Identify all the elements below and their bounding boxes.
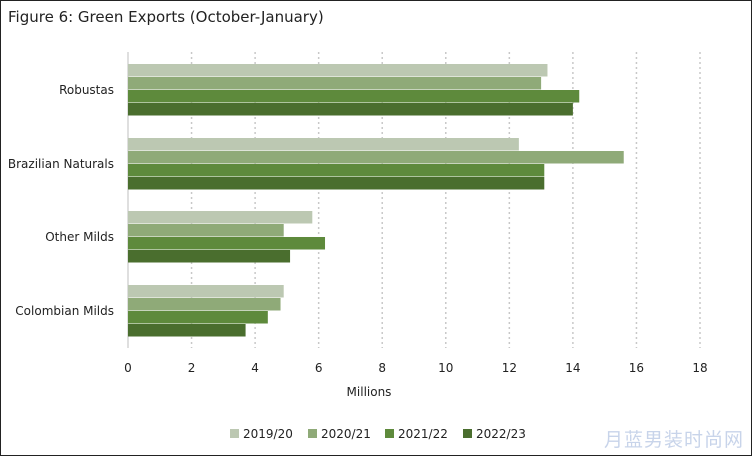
bar (128, 151, 624, 164)
x-tick-label: 10 (438, 361, 453, 375)
bars (128, 64, 624, 337)
bar (128, 237, 326, 250)
bar (128, 298, 281, 311)
x-tick-label: 12 (502, 361, 517, 375)
bar (128, 224, 284, 237)
legend-label: 2022/23 (476, 427, 526, 441)
bar (128, 285, 284, 298)
bar (128, 77, 542, 90)
bar (128, 103, 573, 116)
category-label: Robustas (59, 83, 114, 97)
x-tick-label: 18 (692, 361, 707, 375)
legend-swatch (385, 429, 394, 438)
chart-title: Figure 6: Green Exports (October-January… (8, 8, 324, 26)
category-label: Other Milds (45, 230, 114, 244)
legend-swatch (308, 429, 317, 438)
bar (128, 250, 291, 263)
legend-swatch (230, 429, 239, 438)
x-tick-label: 2 (188, 361, 196, 375)
legend-label: 2021/22 (398, 427, 448, 441)
x-tick-label: 0 (124, 361, 132, 375)
legend: 2019/20 2020/21 2021/22 2022/23 (230, 427, 526, 441)
bar (128, 311, 268, 324)
x-tick-label: 8 (378, 361, 386, 375)
bar (128, 90, 580, 103)
x-tick-labels: 0 2 4 6 8 10 12 14 16 18 (124, 361, 707, 375)
x-tick-label: 16 (629, 361, 644, 375)
x-tick-label: 14 (565, 361, 580, 375)
legend-label: 2020/21 (321, 427, 371, 441)
bar (128, 211, 313, 224)
bar (128, 64, 548, 77)
bar (128, 177, 545, 190)
x-tick-label: 4 (251, 361, 259, 375)
bar (128, 164, 545, 177)
category-label: Brazilian Naturals (8, 157, 114, 171)
x-tick-label: 6 (315, 361, 323, 375)
legend-swatch (463, 429, 472, 438)
bar (128, 324, 246, 337)
watermark: 月蓝男装时尚网 (603, 429, 744, 451)
legend-label: 2019/20 (243, 427, 293, 441)
category-label: Colombian Milds (15, 304, 114, 318)
x-axis-label: Millions (347, 385, 392, 399)
category-labels: Robustas Brazilian Naturals Other Milds Col… (8, 83, 114, 318)
bar (128, 138, 519, 151)
